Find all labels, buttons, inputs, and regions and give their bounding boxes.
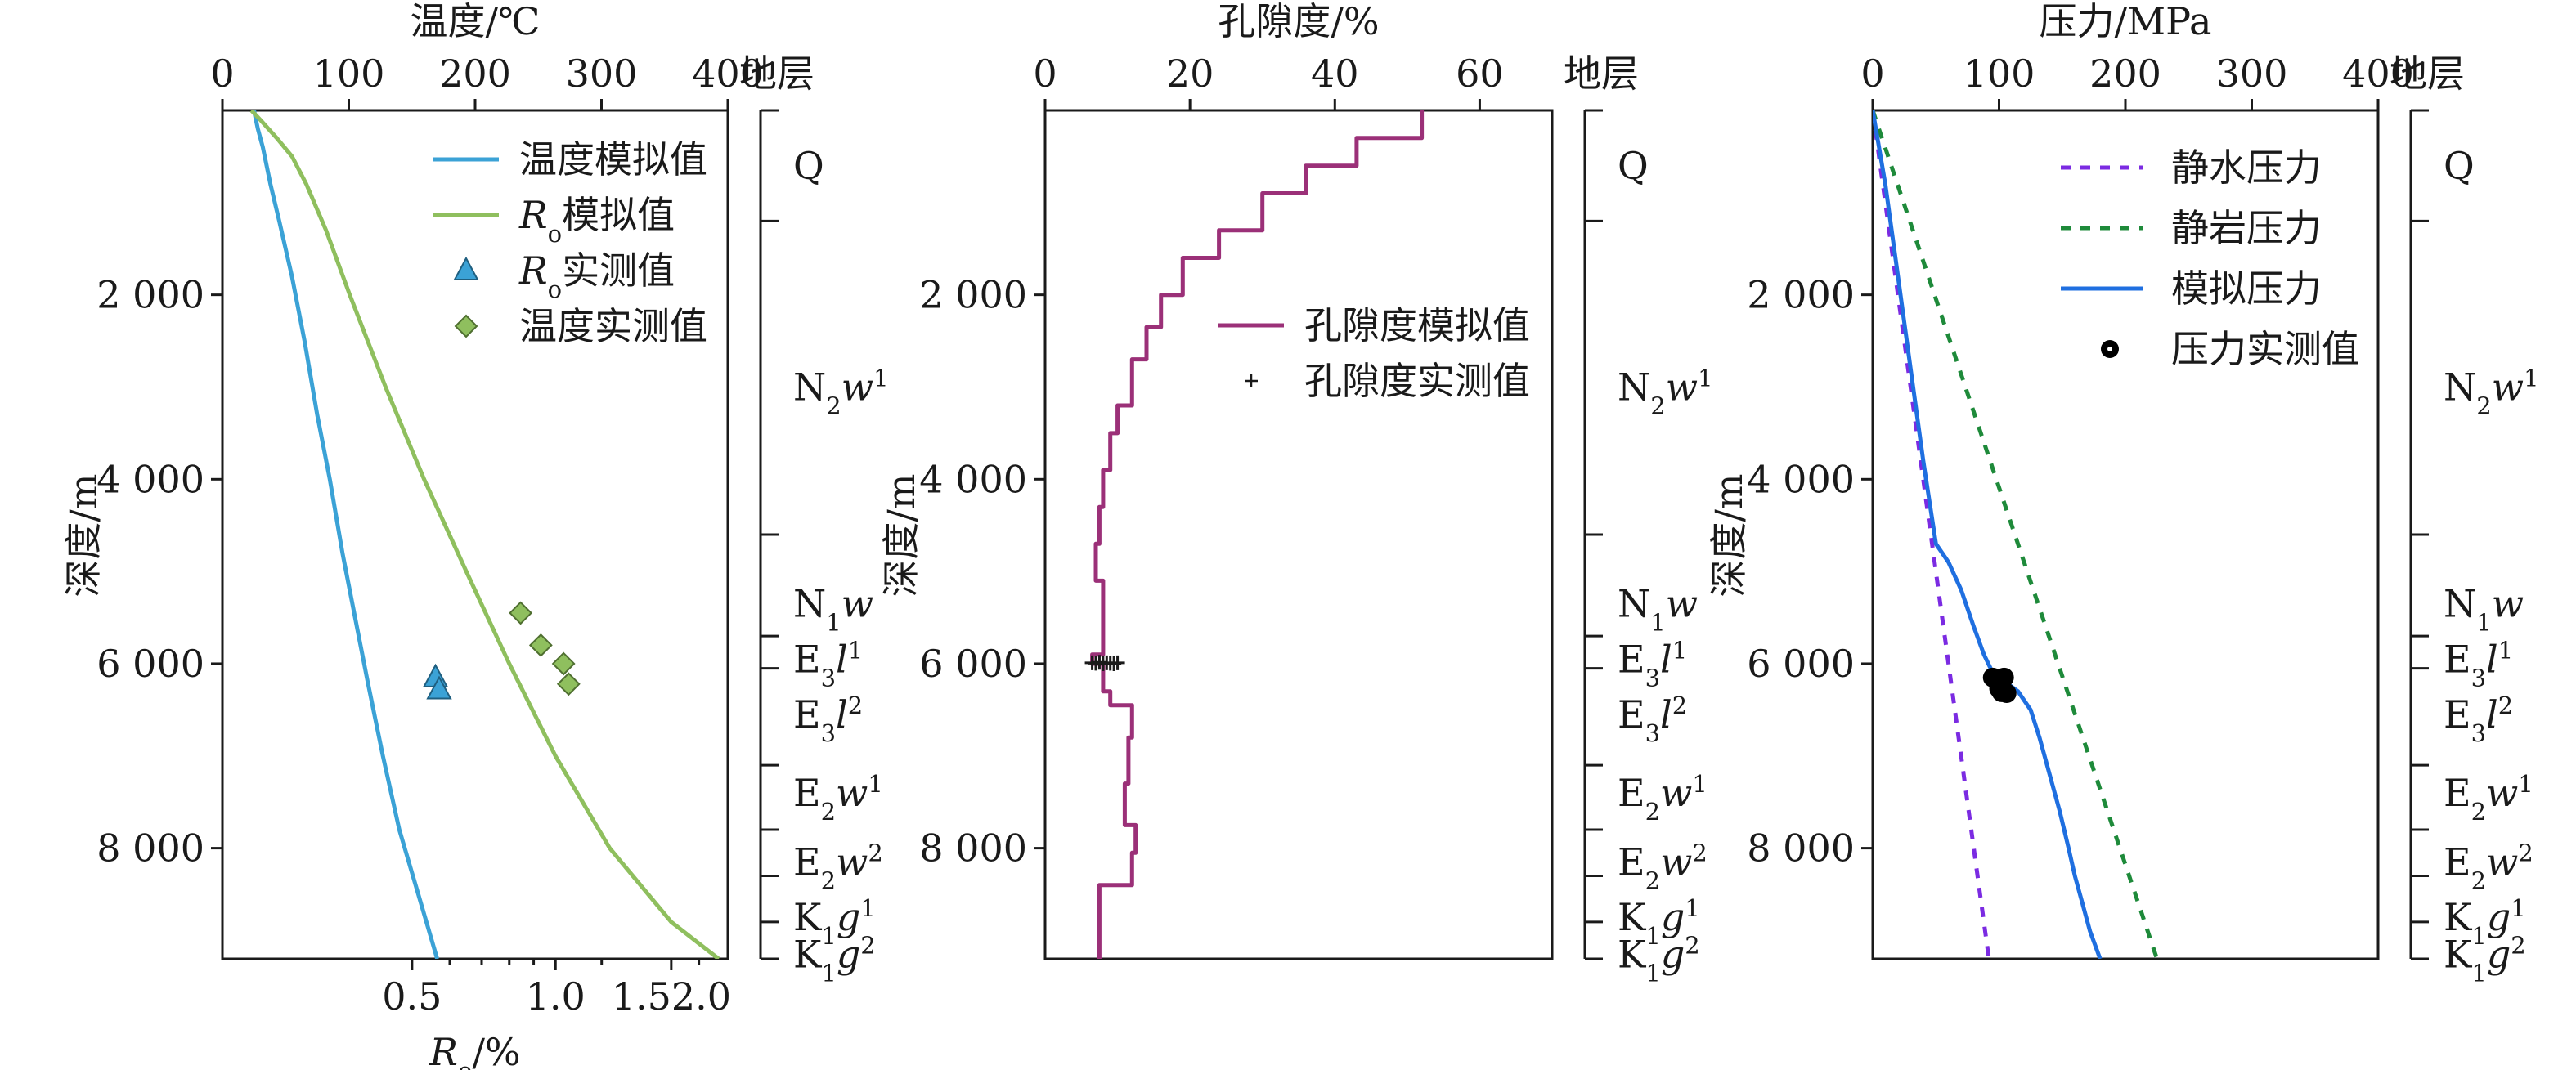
- legend-swatch-temperature-measured: [454, 314, 478, 338]
- strata-label: N2w1: [793, 364, 889, 419]
- legend-label-temperature-sim: 温度模拟值: [519, 137, 707, 181]
- y-tick-label: 2 000: [1747, 273, 1855, 317]
- strata-label: K1g2: [2444, 931, 2526, 987]
- strata-label: E3l1: [1618, 636, 1687, 692]
- x-top-axis-label: 孔隙度/%: [1218, 0, 1379, 43]
- x-top-tick-label: 0: [1033, 51, 1057, 96]
- temperature-sim-line: [252, 110, 439, 959]
- y-tick-label: 6 000: [1747, 642, 1855, 686]
- x-top-tick-label: 100: [313, 51, 385, 96]
- x-top-tick-label: 400: [692, 51, 764, 96]
- strata-label: K1g2: [793, 931, 876, 987]
- strata-label: E3l2: [1618, 692, 1687, 747]
- x-top-axis-label: 温度/℃: [411, 0, 541, 43]
- strata-label: N2w1: [2444, 364, 2539, 419]
- y-tick-label: 6 000: [96, 642, 204, 686]
- legend-label-ro-sim: Ro模拟值: [518, 193, 675, 248]
- strata-header: 地层: [1564, 51, 1639, 96]
- lithostatic-pressure-line: [1873, 110, 2159, 959]
- strata-label: E2w1: [793, 770, 883, 826]
- y-tick-label: 6 000: [919, 642, 1027, 686]
- strata-label: N1w: [1618, 582, 1698, 637]
- legend-label-simulated: 模拟压力: [2171, 266, 2322, 311]
- legend-label-temperature-measured: 温度实测值: [519, 304, 707, 348]
- y-axis-label: 深度/m: [879, 473, 923, 597]
- x-top-tick-label: 300: [2216, 51, 2288, 96]
- ro-sim-line: [249, 110, 720, 959]
- strata-label: E3l2: [2444, 692, 2513, 747]
- y-tick-label: 4 000: [1747, 457, 1855, 501]
- strata-label: N1w: [2444, 582, 2524, 637]
- x-top-tick-label: 0: [1860, 51, 1884, 96]
- x-top-tick-label: 40: [1311, 51, 1359, 96]
- legend-swatch-ro-measured: [453, 256, 479, 280]
- legend-label-ro-measured: Ro实测值: [518, 248, 675, 303]
- x-bottom-tick-label: 1.0: [526, 974, 586, 1019]
- y-tick-label: 2 000: [96, 273, 204, 317]
- strata-label: E2w1: [1618, 770, 1708, 826]
- x-top-tick-label: 20: [1166, 51, 1214, 96]
- strata-label: Q: [793, 144, 824, 188]
- x-top-tick-label: 200: [439, 51, 511, 96]
- strata-label: Q: [2444, 144, 2475, 188]
- x-top-axis-label: 压力/MPa: [2040, 0, 2212, 43]
- porosity-measured-marker: [1110, 655, 1125, 670]
- x-top-tick-label: 100: [1963, 51, 2035, 96]
- ro-measured-marker: [426, 675, 452, 700]
- simulated-pressure-line: [1873, 110, 2103, 959]
- legend-label-lithostatic: 静岩压力: [2171, 206, 2322, 250]
- x-bottom-axis-label: Ro/%: [429, 1030, 520, 1070]
- strata-label: E2w2: [1618, 839, 1708, 895]
- y-tick-label: 2 000: [919, 273, 1027, 317]
- x-top-tick-label: 60: [1456, 51, 1504, 96]
- strata-label: E3l1: [2444, 636, 2513, 692]
- strata-header: 地层: [2390, 51, 2465, 96]
- legend-swatch-pressure-measured-dot: [2107, 347, 2112, 351]
- x-top-tick-label: 0: [210, 51, 234, 96]
- strata-label: K1g1: [1618, 894, 1700, 950]
- strata-label: N2w1: [1618, 364, 1713, 419]
- y-tick-label: 4 000: [919, 457, 1027, 501]
- y-axis-label: 深度/m: [61, 473, 105, 597]
- strata-label: N1w: [793, 582, 873, 637]
- temperature-measured-marker: [509, 601, 533, 625]
- legend-label-porosity-sim: 孔隙度模拟值: [1304, 303, 1530, 347]
- x-top-tick-label: 400: [2342, 51, 2414, 96]
- x-top-tick-label: 300: [566, 51, 638, 96]
- legend-swatch-porosity-measured: [1245, 374, 1258, 387]
- y-tick-label: 8 000: [919, 826, 1027, 871]
- x-bottom-tick-label: 0.5: [382, 974, 442, 1019]
- x-top-tick-label: 200: [2089, 51, 2161, 96]
- strata-label: E2w2: [2444, 839, 2533, 895]
- y-tick-label: 4 000: [96, 457, 204, 501]
- strata-label: K1g1: [2444, 894, 2526, 950]
- strata-label: Q: [1618, 144, 1649, 188]
- strata-label: K1g2: [1618, 931, 1700, 987]
- temperature-measured-marker: [551, 651, 576, 676]
- plot-frame: [1043, 109, 1554, 960]
- porosity-sim-line: [1090, 110, 1425, 959]
- plot-frame: [221, 109, 729, 960]
- strata-label: E3l1: [793, 636, 863, 692]
- y-tick-label: 8 000: [1747, 826, 1855, 871]
- legend-label-hydrostatic: 静水压力: [2171, 146, 2322, 190]
- temperature-measured-marker: [556, 672, 581, 696]
- strata-label: K1g1: [793, 894, 876, 950]
- strata-header: 地层: [739, 51, 815, 96]
- y-axis-label: 深度/m: [1707, 473, 1751, 597]
- strata-label: E2w2: [793, 839, 883, 895]
- strata-label: E2w1: [2444, 770, 2533, 826]
- hydrostatic-pressure-line: [1873, 110, 1991, 959]
- pressure-measured-marker: [1991, 682, 2012, 702]
- legend-label-pressure-measured: 压力实测值: [2171, 327, 2359, 371]
- y-tick-label: 8 000: [96, 826, 204, 871]
- x-bottom-tick-label: 1.52.0: [612, 974, 731, 1019]
- legend-label-porosity-measured: 孔隙度实测值: [1304, 359, 1530, 403]
- temperature-measured-marker: [528, 633, 553, 657]
- strata-label: E3l2: [793, 692, 863, 747]
